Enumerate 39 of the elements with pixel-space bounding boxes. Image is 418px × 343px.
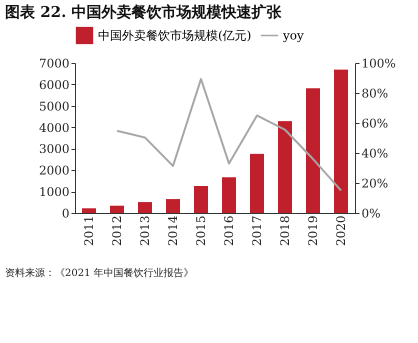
x-tick-label: 2017 xyxy=(250,216,264,246)
y-tick-label: 0 xyxy=(62,206,70,220)
legend-label: yoy xyxy=(282,28,304,42)
x-tick-label: 2014 xyxy=(166,215,180,246)
y-tick-label: 2000 xyxy=(38,164,70,178)
y-tick-label: 5000 xyxy=(38,99,70,114)
y-tick-label: 1000 xyxy=(38,185,70,200)
x-tick-label: 2012 xyxy=(110,216,124,246)
bar xyxy=(306,88,320,213)
y2-tick-label: 40% xyxy=(362,146,388,160)
x-tick-label: 2011 xyxy=(82,216,96,246)
bar xyxy=(334,70,348,213)
bar xyxy=(138,202,152,213)
bar xyxy=(82,208,96,213)
text: 资料来源：《2021 年中国餐饮行业报告》 xyxy=(5,267,194,279)
x-tick-label: 2019 xyxy=(306,216,320,246)
legend-label: 中国外卖餐饮市场规模(亿元) xyxy=(98,28,252,42)
y2-tick-label: 80% xyxy=(362,86,388,100)
y2-tick-label: 100% xyxy=(362,56,396,70)
bar xyxy=(166,199,180,213)
y2-tick-label: 20% xyxy=(362,176,388,190)
bar xyxy=(194,186,208,213)
bar xyxy=(250,154,264,213)
y-tick-label: 7000 xyxy=(38,56,70,70)
y2-tick-label: 60% xyxy=(362,116,388,130)
chart-title: 图表 22. 中国外卖餐饮市场规模快速扩张 xyxy=(5,3,283,21)
x-tick-label: 2016 xyxy=(222,216,236,246)
bar xyxy=(222,177,236,213)
line-series xyxy=(116,78,342,192)
y-tick-label: 4000 xyxy=(38,120,70,135)
x-tick-label: 2013 xyxy=(138,216,152,246)
y-tick-label: 3000 xyxy=(38,142,70,156)
y2-tick-label: 0% xyxy=(362,206,381,220)
x-tick-label: 2018 xyxy=(278,216,292,246)
x-tick-label: 2020 xyxy=(334,216,348,246)
y-tick-label: 6000 xyxy=(38,78,70,92)
bar xyxy=(110,206,124,213)
bar xyxy=(278,121,292,213)
x-tick-label: 2015 xyxy=(194,216,208,246)
